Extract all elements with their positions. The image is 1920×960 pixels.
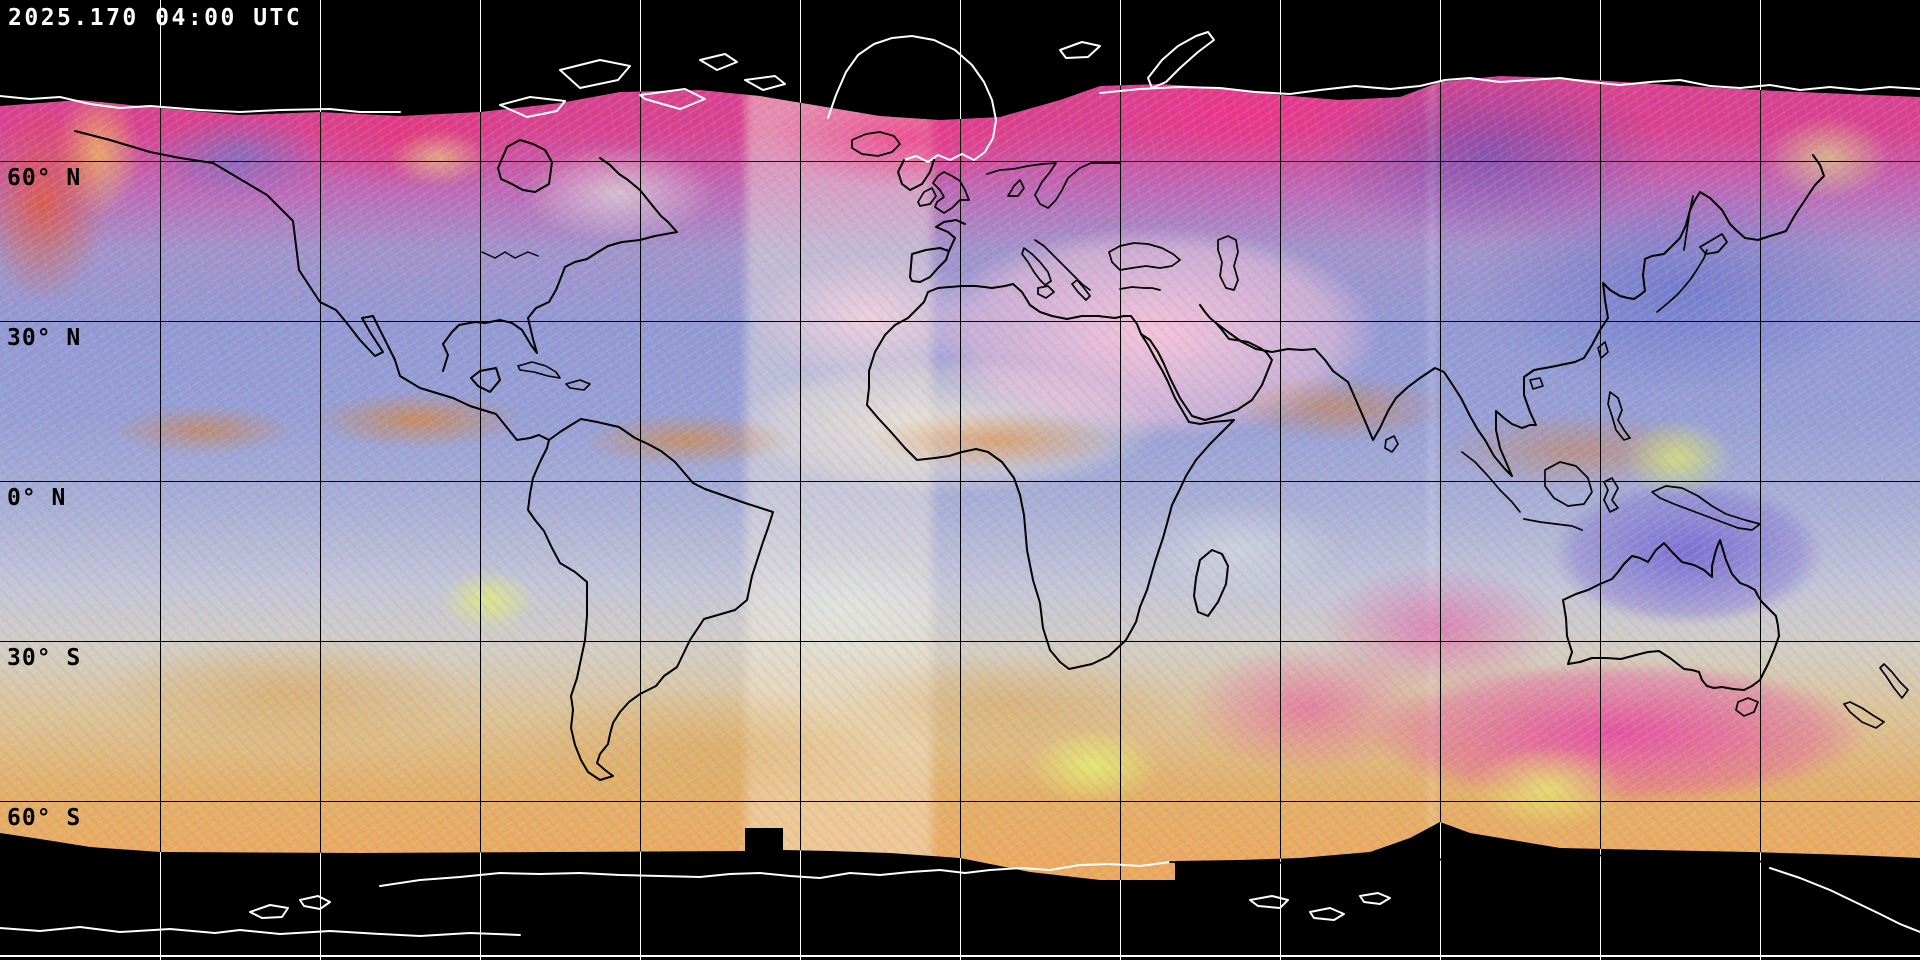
timestamp-label: 2025.170 04:00 UTC (8, 5, 303, 31)
coastline-scandinavia-baltic (986, 162, 1121, 209)
coastline-british-isles (917, 171, 970, 214)
longitude-gridline (1120, 76, 1121, 880)
coastline-antarctica-east (1769, 867, 1920, 933)
longitude-gridline (1760, 76, 1761, 880)
coastline-caspian (1217, 235, 1239, 291)
longitude-gridline (1600, 76, 1601, 880)
coastline-iceland (851, 131, 901, 157)
coastline-cuba-hispaniola (517, 361, 591, 391)
latitude-gridline (0, 481, 1920, 482)
coastline-yucatan (470, 367, 501, 393)
coastline-tasmania-nz (1735, 663, 1909, 729)
coastline-mediterranean (1021, 239, 1161, 301)
coastline-antarctic-islands (249, 892, 1391, 921)
coastline-south-america (527, 418, 774, 781)
longitude-gridline (800, 76, 801, 880)
coastline-arctic-siberia (1099, 77, 1920, 95)
coastline-arctic-alaska (0, 95, 401, 113)
coastline-svalbard (1059, 41, 1101, 59)
coastline-madagascar (1193, 549, 1229, 617)
latitude-label: 60° N (7, 165, 82, 191)
latitude-label: 0° N (7, 485, 67, 511)
coastline-antarctica-west (0, 926, 521, 937)
longitude-gridline (960, 76, 961, 880)
latitude-label: 30° S (7, 645, 82, 671)
coastline-australia (1562, 539, 1780, 691)
coastline-great-lakes (481, 251, 539, 259)
longitude-gridline (480, 76, 481, 880)
longitude-gridline (160, 76, 161, 880)
coastline-hudson-bay (497, 139, 553, 193)
coastline-greenland (827, 35, 997, 163)
coastline-black-sea (1108, 242, 1181, 271)
longitude-gridline (320, 76, 321, 880)
coastline-arabia (1140, 304, 1273, 421)
latitude-gridline (0, 801, 1920, 802)
latitude-gridline (0, 321, 1920, 322)
coastline-north-america-east (442, 157, 678, 372)
longitude-gridline (640, 76, 641, 880)
coastline-greenland-tip (897, 159, 935, 191)
latitude-label: 30° N (7, 325, 82, 351)
latitude-gridline (0, 161, 1920, 162)
coastline-asia-south-east (1215, 154, 1825, 477)
latitude-gridline (0, 641, 1920, 642)
coastline-antarctica-main (379, 861, 1171, 887)
coastline-novaya-zemlya (1147, 31, 1215, 89)
coastline-antarctica-over-data (1169, 851, 1771, 866)
coastline-indonesia-philippines (1461, 391, 1631, 531)
coastline-taiwan-hainan-srilanka (1384, 341, 1609, 453)
coastline-africa (866, 283, 1235, 670)
longitude-gridline (1440, 76, 1441, 880)
latitude-label: 60° S (7, 805, 82, 831)
coastline-japan-sakhalin (1656, 195, 1728, 313)
coastline-arctic-islands (499, 53, 786, 118)
longitude-gridline (1280, 76, 1281, 880)
coastline-new-guinea (1651, 485, 1761, 531)
map-bottom-border (0, 955, 1920, 957)
coastline-north-america-west (74, 130, 550, 441)
coastline-iberia-france (909, 219, 966, 283)
